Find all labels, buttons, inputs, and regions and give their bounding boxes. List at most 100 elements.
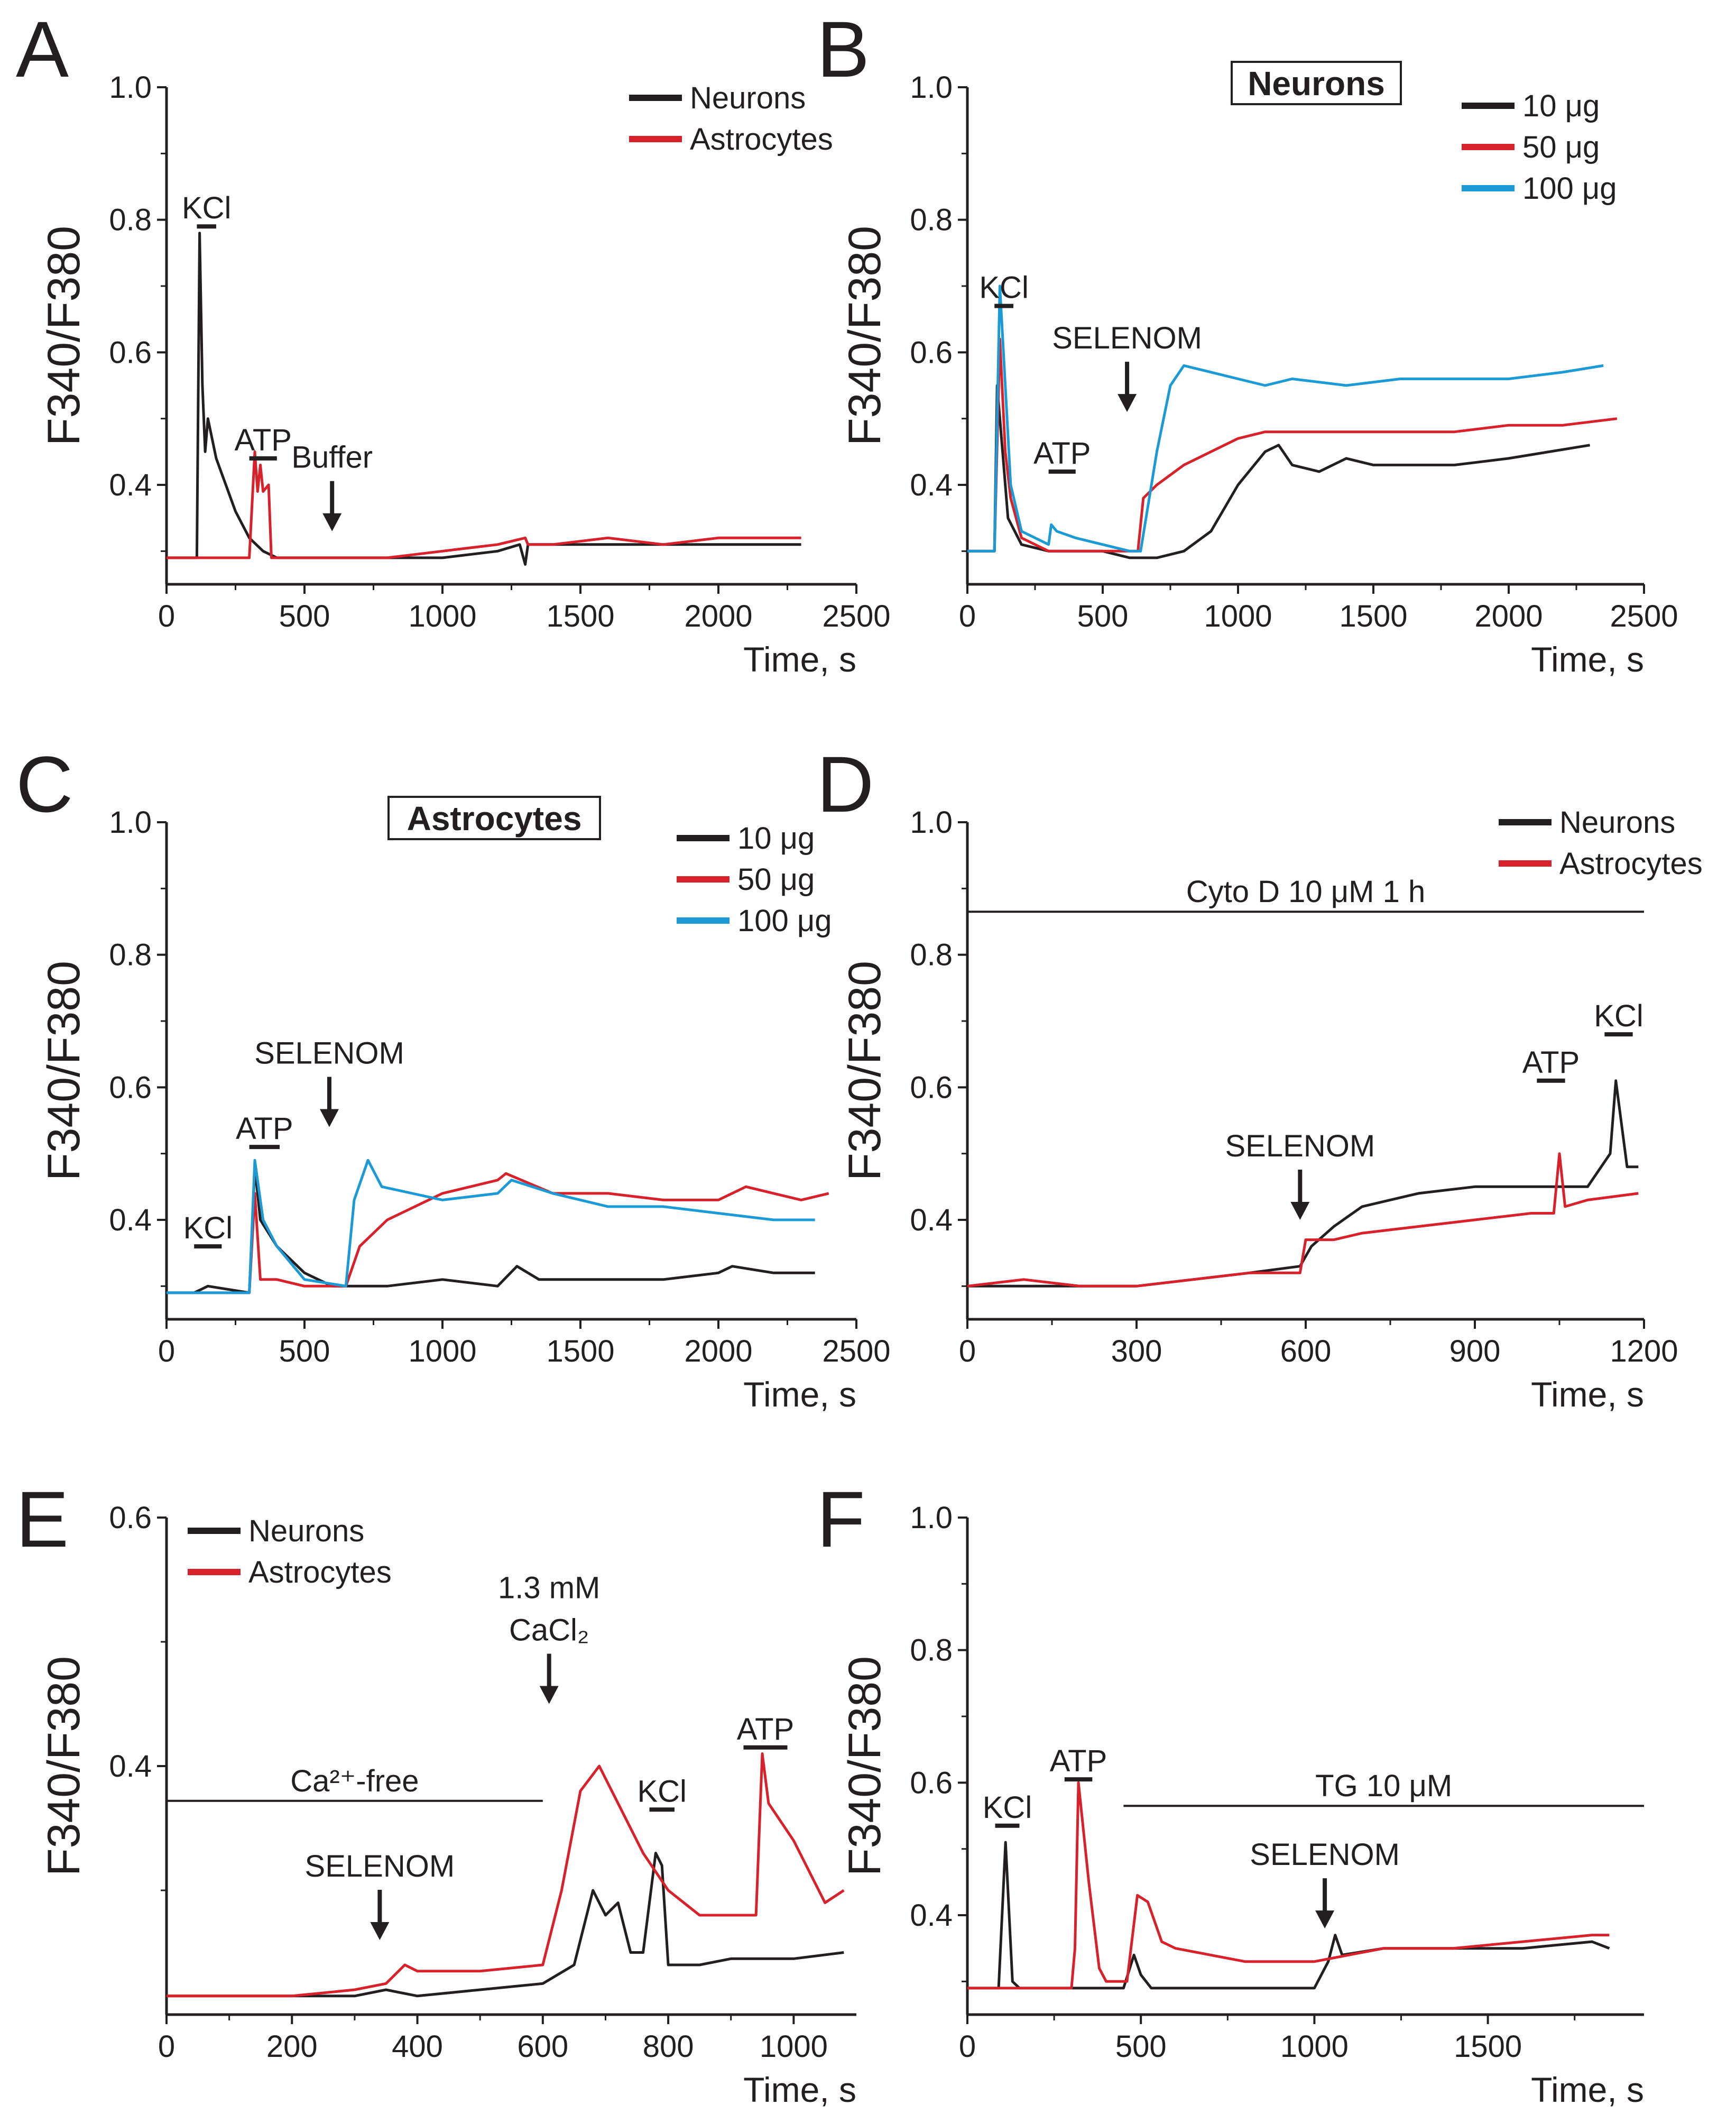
stimulus-label: ATP — [737, 1712, 795, 1747]
arrow-head — [1290, 1202, 1310, 1220]
series-line-50-g — [167, 1172, 829, 1294]
y-tick-label: 0.8 — [910, 938, 953, 972]
arrow-head — [319, 1109, 339, 1127]
x-axis-label: Time, s — [743, 2070, 856, 2109]
y-tick-label: 0.6 — [910, 1766, 953, 1800]
panel-f: F 0.4 0.6 0.8 1.0 0 500 1000 1500 F340/F380 Time, … — [817, 1475, 1644, 2109]
y-tick-label: 0.4 — [910, 1203, 953, 1237]
legend-label: 50 μg — [1522, 130, 1600, 164]
stimulus-label: ATP — [1050, 1744, 1107, 1778]
x-tick-label: 500 — [1115, 2029, 1167, 2064]
x-tick-label: 1000 — [408, 599, 476, 633]
series-line-astrocytes — [967, 1781, 1610, 1990]
legend-label: 50 μg — [737, 862, 815, 897]
x-axis-label: Time, s — [743, 640, 856, 679]
stimulus-label: KCl — [183, 1211, 233, 1245]
y-tick-label: 0.6 — [910, 1070, 953, 1105]
x-tick-label: 2500 — [822, 1334, 890, 1368]
x-tick-label: 400 — [392, 2029, 443, 2064]
x-tick-label: 0 — [959, 1334, 976, 1368]
x-tick-label: 500 — [279, 1334, 330, 1368]
y-tick-label: 1.0 — [109, 805, 152, 840]
x-tick-label: 500 — [1077, 599, 1129, 633]
x-tick-label: 0 — [158, 1334, 175, 1368]
x-tick-label: 1500 — [1454, 2029, 1522, 2064]
series-line-astrocytes — [167, 450, 801, 559]
arrow-label: Buffer — [291, 440, 373, 475]
series-line-astrocytes — [967, 1152, 1639, 1288]
panel-a: A 0.4 0.6 0.8 1.0 0 500 1000 1500 2000 2500 F340/F3… — [16, 5, 891, 679]
panel-letter: C — [16, 740, 73, 829]
x-tick-label: 1000 — [1204, 599, 1272, 633]
stimulus-label: KCl — [983, 1790, 1032, 1825]
arrow-label: SELENOM — [254, 1036, 404, 1071]
x-tick-label: 0 — [959, 2029, 976, 2064]
x-tick-label: 2500 — [1610, 599, 1678, 633]
series-line-100-g — [167, 1159, 815, 1294]
legend-label: 100 μg — [1522, 171, 1617, 206]
stimulus-label: ATP — [1033, 436, 1091, 471]
x-tick-label: 2500 — [822, 599, 890, 633]
x-tick-label: 300 — [1111, 1334, 1162, 1368]
y-tick-label: 0.4 — [109, 1203, 152, 1237]
y-tick-label: 0.6 — [910, 335, 953, 370]
panel-letter: B — [817, 5, 870, 94]
stimulus-label: KCl — [979, 271, 1028, 305]
legend-label: Astrocytes — [248, 1555, 392, 1589]
y-tick-label: 1.0 — [109, 70, 152, 105]
y-tick-label: 1.0 — [910, 1501, 953, 1535]
y-tick-label: 0.4 — [109, 468, 152, 502]
stimulus-label: KCl — [1594, 999, 1643, 1033]
y-tick-label: 0.6 — [109, 1501, 152, 1535]
arrow-label: 1.3 mM — [498, 1571, 600, 1605]
legend-label: Astrocytes — [1559, 847, 1703, 881]
x-tick-label: 1500 — [1339, 599, 1407, 633]
x-axis-label: Time, s — [1531, 1375, 1644, 1414]
x-tick-label: 600 — [517, 2029, 568, 2064]
boxed-label: Astrocytes — [407, 799, 582, 838]
y-axis-label: F340/F380 — [39, 1656, 89, 1876]
panel-letter: D — [817, 740, 874, 829]
arrow-label: SELENOM — [1250, 1837, 1400, 1872]
series-line-neurons — [167, 232, 801, 566]
x-tick-label: 1500 — [546, 1334, 614, 1368]
y-tick-label: 1.0 — [910, 70, 953, 105]
x-tick-label: 0 — [158, 2029, 175, 2064]
panel-letter: A — [16, 5, 69, 94]
stimulus-label: KCl — [182, 191, 231, 225]
y-tick-label: 0.4 — [910, 468, 953, 502]
condition-label: Ca²⁺-free — [290, 1764, 419, 1798]
x-axis-label: Time, s — [743, 1375, 856, 1414]
y-tick-label: 0.8 — [109, 203, 152, 237]
x-tick-label: 200 — [266, 2029, 318, 2064]
y-axis-label: F340/F380 — [839, 1656, 890, 1876]
arrow-head — [322, 513, 342, 531]
arrow-label: SELENOM — [1052, 321, 1202, 355]
x-tick-label: 1000 — [408, 1334, 476, 1368]
arrow-head — [539, 1686, 559, 1704]
y-tick-label: 0.6 — [109, 335, 152, 370]
y-axis-label: F340/F380 — [39, 226, 89, 446]
arrow-head — [370, 1922, 390, 1940]
arrow-label: CaCl₂ — [509, 1613, 589, 1648]
legend-label: 10 μg — [1522, 89, 1600, 123]
panel-letter: E — [16, 1475, 69, 1564]
x-tick-label: 0 — [158, 599, 175, 633]
condition-label: Cyto D 10 μM 1 h — [1186, 875, 1425, 909]
boxed-label-frame — [1231, 61, 1402, 105]
panel-d: D 0.4 0.6 0.8 1.0 0 300 600 900 1200 F340/F380 Time… — [817, 740, 1703, 1414]
series-line-astrocytes — [167, 1752, 845, 1998]
legend-label: Neurons — [1559, 805, 1675, 840]
x-tick-label: 2000 — [1474, 599, 1543, 633]
legend-label: 10 μg — [737, 821, 815, 856]
series-line-10-g — [967, 384, 1591, 559]
y-axis-label: F340/F380 — [39, 961, 89, 1181]
series-line-neurons — [167, 1852, 844, 1998]
legend-label: 100 μg — [737, 904, 832, 938]
series-line-50-g — [967, 337, 1618, 553]
arrow-label: SELENOM — [305, 1849, 455, 1883]
x-tick-label: 600 — [1280, 1334, 1332, 1368]
y-axis-label: F340/F380 — [839, 226, 890, 446]
condition-label: TG 10 μM — [1315, 1769, 1452, 1803]
arrow-head — [1315, 1910, 1335, 1929]
